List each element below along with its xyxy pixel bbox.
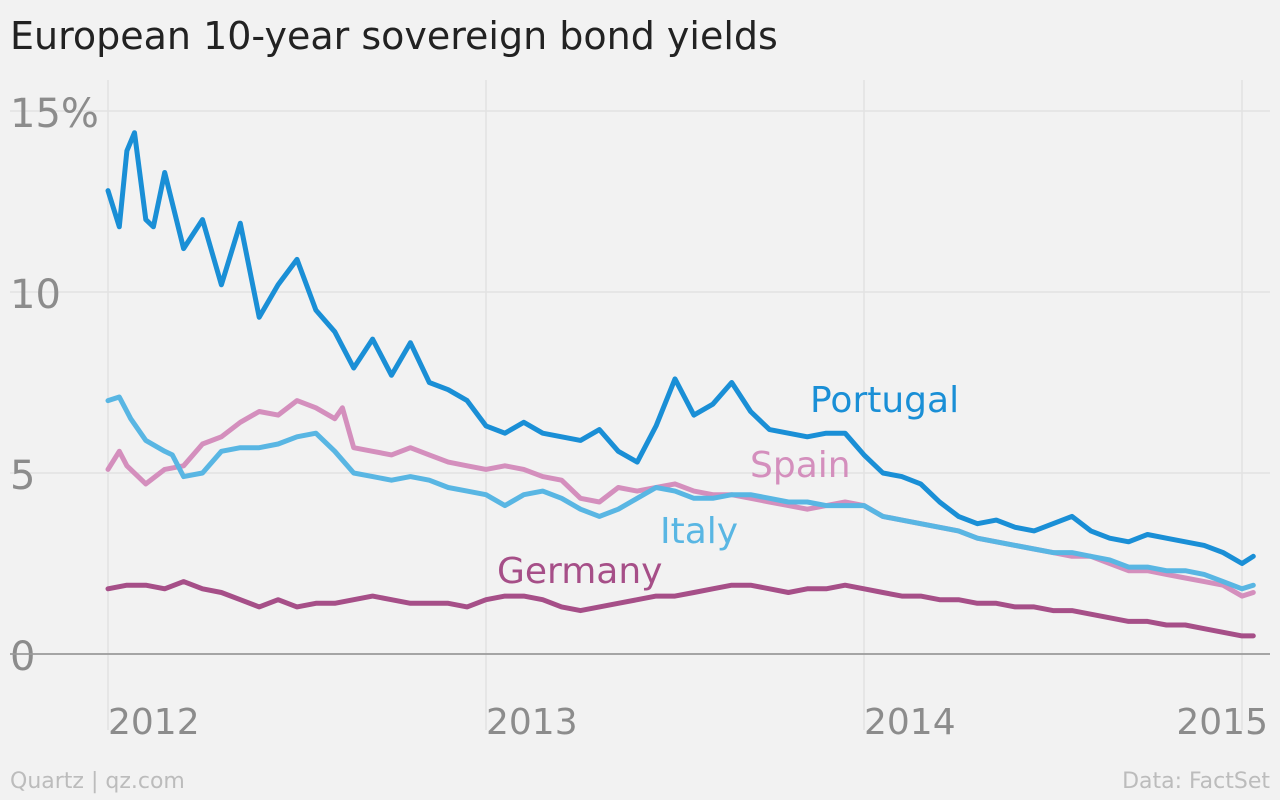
series-label-italy: Italy bbox=[660, 511, 738, 552]
series-label-portugal: Portugal bbox=[810, 380, 959, 421]
x-tick-label: 2014 bbox=[864, 702, 956, 743]
axis-layer: 0 5 10 15% 2012 2013 2014 2015 bbox=[10, 91, 1270, 743]
series-line-portugal bbox=[105, 130, 1256, 566]
x-tick-label: 2013 bbox=[486, 702, 578, 743]
series-layer bbox=[105, 130, 1256, 639]
y-tick-label: 15% bbox=[10, 91, 99, 137]
data-source: Data: FactSet bbox=[1122, 769, 1270, 794]
series-line-germany bbox=[105, 579, 1256, 639]
chart-title: European 10-year sovereign bond yields bbox=[10, 14, 778, 58]
series-line-italy bbox=[105, 394, 1256, 592]
x-tick-label: 2012 bbox=[108, 702, 200, 743]
y-tick-label: 5 bbox=[10, 453, 35, 499]
series-label-spain: Spain bbox=[750, 445, 851, 486]
grid-layer bbox=[10, 80, 1270, 730]
y-tick-label: 0 bbox=[10, 634, 35, 680]
series-line-spain bbox=[105, 398, 1256, 599]
series-label-germany: Germany bbox=[497, 551, 662, 592]
x-tick-label: 2015 bbox=[1176, 702, 1268, 743]
y-tick-label: 10 bbox=[10, 272, 61, 318]
source-credit: Quartz | qz.com bbox=[10, 769, 185, 794]
